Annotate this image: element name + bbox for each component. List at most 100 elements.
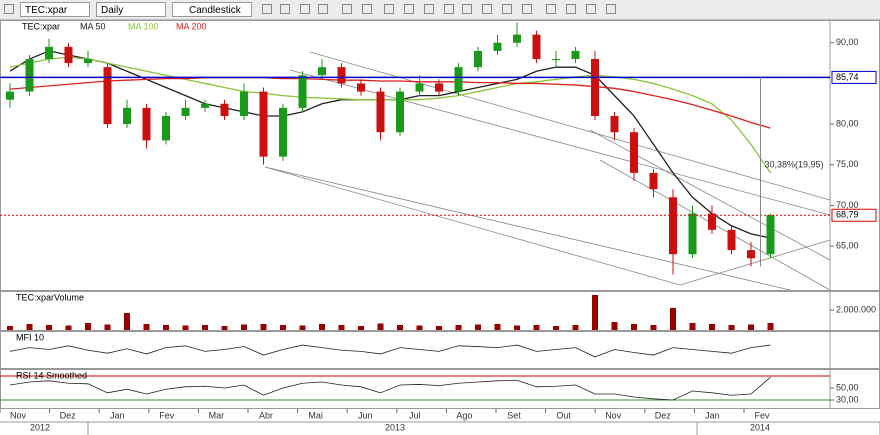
volume-bar xyxy=(241,324,247,330)
candle-body xyxy=(669,197,677,255)
panel-frame xyxy=(0,20,880,291)
tool-button[interactable] xyxy=(362,4,372,14)
volume-bar xyxy=(436,326,442,330)
candle-body xyxy=(64,46,73,64)
candle-body xyxy=(591,59,599,116)
volume-bar xyxy=(533,325,540,330)
volume-bar xyxy=(631,324,637,330)
panel-title: TEC:xparVolume xyxy=(16,292,84,302)
volume-bar xyxy=(104,324,111,330)
indicator-line xyxy=(9,344,771,358)
trendline xyxy=(679,239,831,286)
candle-body xyxy=(396,91,404,133)
legend-entry: MA 200 xyxy=(176,21,207,31)
x-tick-label: Fev xyxy=(159,410,175,420)
candle-body xyxy=(220,103,229,116)
volume-bar xyxy=(377,323,384,330)
volume-bar xyxy=(592,295,598,330)
tool-button[interactable] xyxy=(280,4,290,14)
level-label: 85,74 xyxy=(836,72,859,82)
legend-entry: MA 100 xyxy=(128,21,159,31)
candle-body xyxy=(45,46,53,60)
volume-bar xyxy=(709,324,715,330)
candle-body xyxy=(649,172,658,190)
menu-button[interactable] xyxy=(4,4,14,14)
volume-bar xyxy=(338,325,345,330)
candle-body xyxy=(279,107,287,157)
tool-button[interactable] xyxy=(606,4,616,14)
volume-bar xyxy=(163,325,169,330)
candle-body xyxy=(747,250,755,259)
moving-average xyxy=(9,56,772,174)
moving-average xyxy=(9,77,771,129)
candle-body xyxy=(610,115,619,133)
moving-average xyxy=(9,50,771,239)
candle-body xyxy=(552,59,560,61)
volume-bar xyxy=(7,326,13,330)
volume-bar xyxy=(494,324,501,330)
volume-bar xyxy=(416,325,423,330)
tool-button[interactable] xyxy=(384,4,394,14)
tool-button[interactable] xyxy=(318,4,328,14)
tool-button[interactable] xyxy=(546,4,556,14)
symbol-input[interactable]: TEC:xpar xyxy=(20,2,90,17)
tool-button[interactable] xyxy=(502,4,512,14)
tool-button[interactable] xyxy=(262,4,272,14)
candle-body xyxy=(415,83,424,92)
indicator-line xyxy=(9,376,771,401)
y-tick-label: 75,00 xyxy=(836,159,859,169)
volume-bar xyxy=(85,323,91,330)
x-tick-label: Jul xyxy=(409,410,421,420)
x-tick-label: Jun xyxy=(358,410,373,420)
style-select[interactable]: Candlestick xyxy=(172,2,252,17)
volume-bar xyxy=(124,313,130,330)
candle-body xyxy=(532,34,541,60)
year-label: 2012 xyxy=(30,422,50,432)
tool-button[interactable] xyxy=(462,4,472,14)
tool-button[interactable] xyxy=(424,4,434,14)
volume-bar xyxy=(319,324,325,330)
year-label: 2014 xyxy=(750,422,770,432)
tool-button[interactable] xyxy=(482,4,492,14)
y-tick-label: 50,00 xyxy=(836,382,859,392)
candle-body xyxy=(240,91,248,116)
candle-body xyxy=(513,34,521,43)
level-label-box xyxy=(831,70,877,84)
tool-button[interactable] xyxy=(300,4,310,14)
tool-button[interactable] xyxy=(586,4,596,14)
y-tick-label: 2.000.000 xyxy=(836,304,876,314)
volume-bar xyxy=(455,325,462,330)
level-label-box xyxy=(831,208,877,222)
volume-bar xyxy=(260,324,267,330)
volume-bar xyxy=(358,326,364,330)
volume-bar xyxy=(475,324,481,330)
volume-bar xyxy=(202,325,208,330)
x-tick-label: Mai xyxy=(308,410,323,420)
candle-body xyxy=(84,59,92,64)
tool-button[interactable] xyxy=(522,4,532,14)
candle-body xyxy=(688,213,697,255)
candle-body xyxy=(766,215,775,255)
tool-button[interactable] xyxy=(566,4,576,14)
candle-body xyxy=(181,107,190,116)
candle-body xyxy=(298,75,307,108)
x-tick-label: Jan xyxy=(110,410,125,420)
y-tick-label: 30,00 xyxy=(836,394,859,404)
tool-button[interactable] xyxy=(444,4,454,14)
candle-body xyxy=(708,213,716,230)
tool-button[interactable] xyxy=(404,4,414,14)
candle-body xyxy=(25,59,34,92)
period-select[interactable]: Daily xyxy=(96,2,166,17)
y-tick-label: 80,00 xyxy=(836,118,859,128)
trendline xyxy=(264,166,791,291)
candle-body xyxy=(357,83,365,92)
candle-body xyxy=(337,67,346,84)
candle-body xyxy=(259,91,268,157)
volume-bar xyxy=(280,325,286,330)
volume-bar xyxy=(397,325,403,330)
candle-body xyxy=(435,83,443,92)
x-tick-label: Fev xyxy=(754,410,770,420)
x-tick-label: Ago xyxy=(456,410,472,420)
x-tick-label: Jan xyxy=(705,410,720,420)
tool-button[interactable] xyxy=(342,4,352,14)
